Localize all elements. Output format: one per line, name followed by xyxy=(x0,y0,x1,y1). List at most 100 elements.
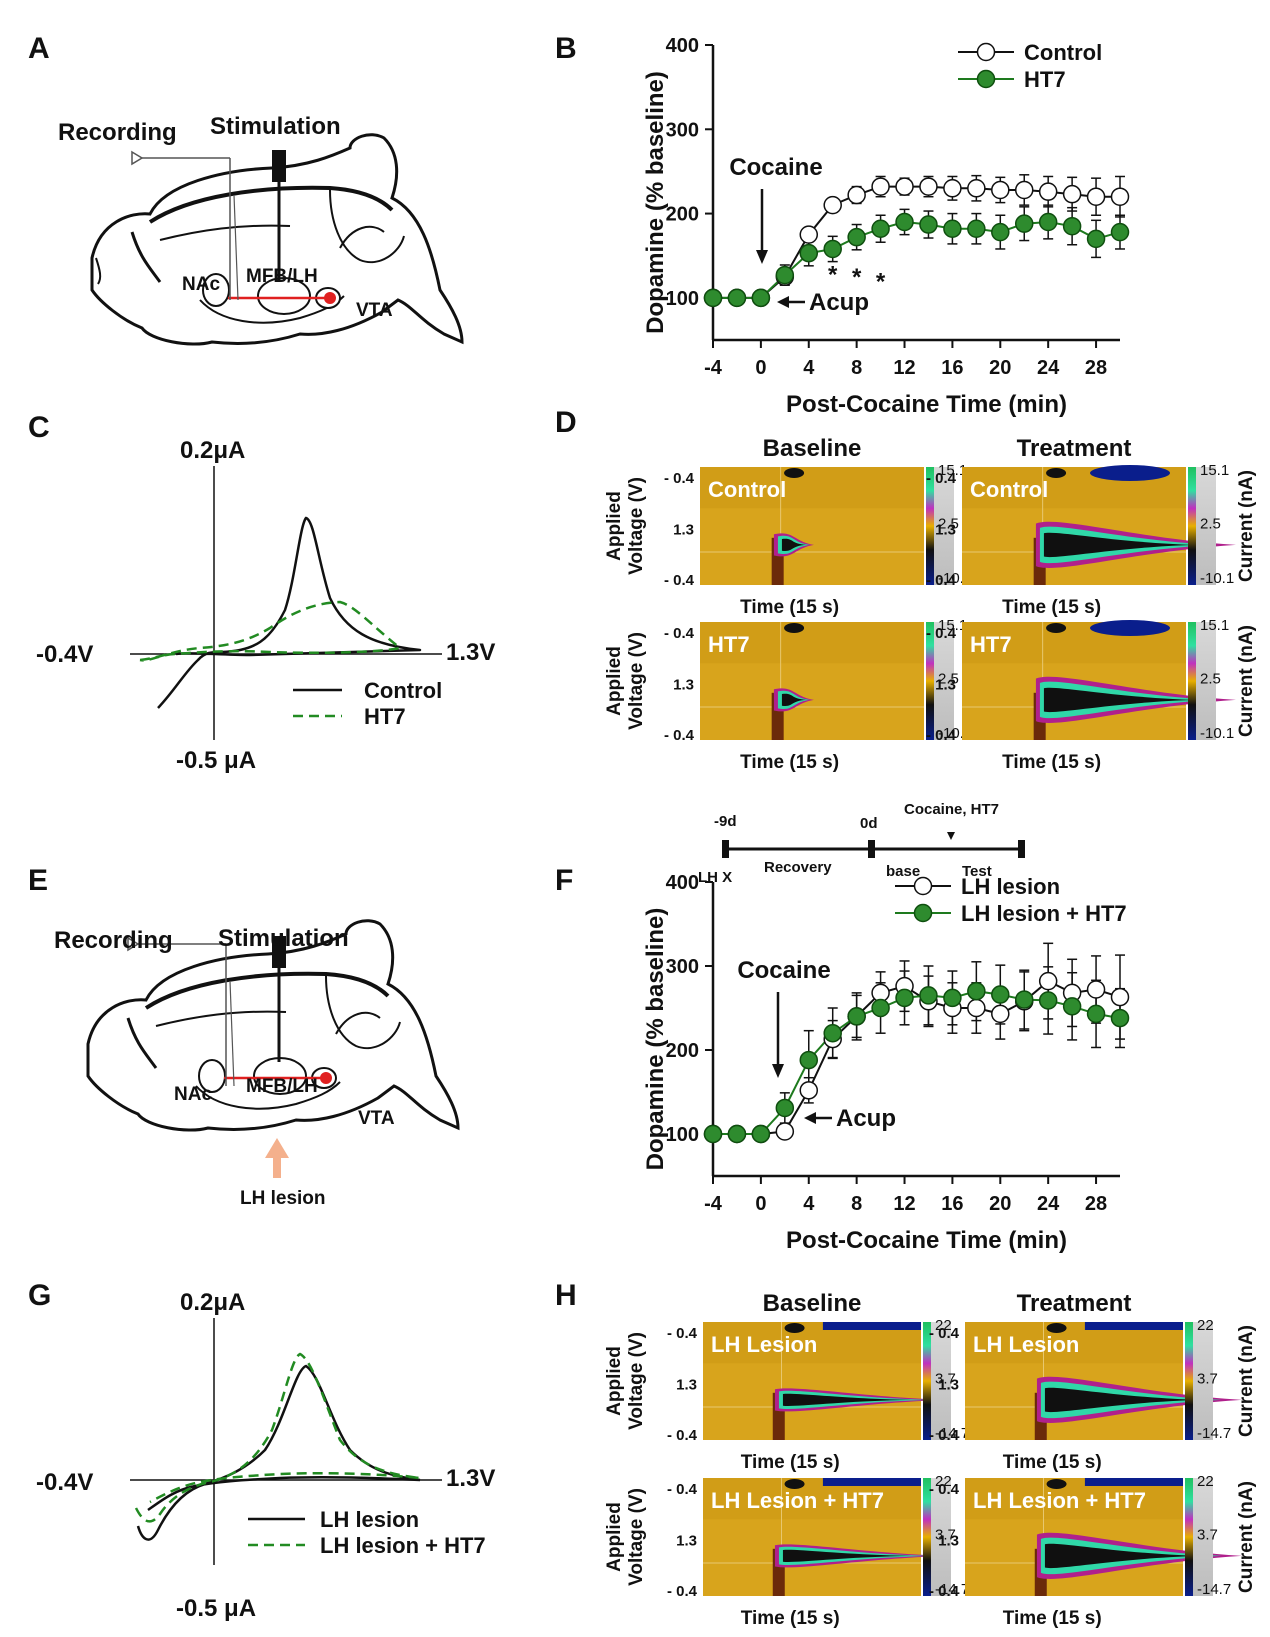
significance-star: * xyxy=(828,262,838,289)
heatmap-xlabel: Time (15 s) xyxy=(740,752,839,773)
heatmap-scale-label: -14.7 xyxy=(1197,1425,1231,1442)
heatmap-ytick: 1.3 xyxy=(935,521,956,538)
heatmap-scale-label: 22 xyxy=(1197,1473,1214,1490)
heatmap-ytick: - 0.4 xyxy=(926,470,957,487)
heatmap-colorbar xyxy=(926,622,934,740)
heatmap-xlabel: Time (15 s) xyxy=(741,1452,840,1473)
heatmap-scale-strip xyxy=(931,1322,951,1440)
data-point xyxy=(703,288,723,308)
data-point xyxy=(895,212,914,232)
heatmap-colorbar xyxy=(923,1478,931,1596)
heatmap-top-band xyxy=(1084,1322,1183,1330)
heatmap-scale-label: 22 xyxy=(1197,1317,1214,1334)
heatmap-ytick: - 0.4 xyxy=(929,1427,960,1444)
heatmap-scale-label: 15.1 xyxy=(938,617,967,634)
data-point xyxy=(1086,980,1106,999)
heatmap-ytick: 1.3 xyxy=(938,1376,959,1393)
heatmap-ytick: 1.3 xyxy=(673,676,694,693)
y-tick-label: 100 xyxy=(666,1124,699,1146)
data-point xyxy=(727,288,747,308)
heatmap-scale-label: 2.5 xyxy=(1200,515,1221,532)
heatmap-scale-strip xyxy=(931,1478,951,1596)
data-point xyxy=(967,219,986,238)
g-legend-lh-lesion-ht7: LH lesion + HT7 xyxy=(320,1533,486,1558)
heatmap-scale-label: -10.1 xyxy=(1200,725,1234,742)
y-tick-label: 200 xyxy=(666,204,699,226)
x-tick-label: 4 xyxy=(803,1193,815,1215)
panel-letter-f: F xyxy=(555,864,573,897)
data-point xyxy=(1014,990,1034,1009)
heatmap-ytick: 1.3 xyxy=(673,521,694,538)
heatmap-band xyxy=(700,622,924,664)
data-point xyxy=(1038,182,1058,201)
heatmap-dark-spot xyxy=(784,468,805,478)
g-bottom-label: -0.5 μA xyxy=(176,1595,256,1622)
heatmap-col-title: Baseline xyxy=(763,435,862,462)
panel-letter-a: A xyxy=(28,32,50,65)
heatmap-row-label: Control xyxy=(970,477,1048,502)
data-point xyxy=(943,988,962,1008)
voltammogram-g xyxy=(130,1318,442,1565)
heatmap-ytick: - 0.4 xyxy=(929,1481,960,1498)
heatmap-scale-label: 15.1 xyxy=(1200,462,1229,479)
chart-f: 100 200 300 400 -4 0 4 8 12 16 20 24 28 Post-Cocaine … xyxy=(642,872,1130,1254)
heatmap-dark-spot xyxy=(1046,623,1067,633)
voltammogram-c xyxy=(130,466,442,740)
heatmap-ylabel-2: Voltage (V) xyxy=(626,632,647,730)
data-point xyxy=(1038,971,1058,991)
heatmap-top-band xyxy=(822,1322,921,1330)
data-point xyxy=(991,180,1010,200)
heatmap-scale-label: -14.7 xyxy=(1197,1581,1231,1598)
heatmap-scale-label: 3.7 xyxy=(935,1370,956,1387)
heatmap-signal-core xyxy=(781,693,806,706)
heatmap-ytick: - 0.4 xyxy=(664,572,695,589)
data-point xyxy=(919,177,938,196)
g-right-label: 1.3V xyxy=(446,1465,495,1492)
data-point xyxy=(799,225,819,244)
heatmap-col-title: Baseline xyxy=(763,1290,862,1317)
series-line-lh-lesion-ht7 xyxy=(713,990,1121,1135)
data-point xyxy=(1110,222,1130,242)
series-line-control xyxy=(713,185,1120,299)
heatmap-signal-core xyxy=(782,1393,911,1406)
heatmap-ytick: - 0.4 xyxy=(667,1583,698,1600)
data-point xyxy=(895,177,914,196)
heatmap-dark-spot xyxy=(784,1479,805,1489)
heatmap-xlabel: Time (15 s) xyxy=(740,597,839,618)
significance-star: * xyxy=(876,268,886,295)
legend-label: HT7 xyxy=(1024,67,1066,92)
heatmap-scale-label: 3.7 xyxy=(935,1526,956,1543)
data-point xyxy=(967,179,986,198)
heatmap-ytick: 1.3 xyxy=(938,1532,959,1549)
heatmap-top-band xyxy=(1090,465,1170,481)
acup-arrow-icon xyxy=(804,1112,816,1124)
timeline-recovery: Recovery xyxy=(764,859,832,876)
heatmap-ytick: - 0.4 xyxy=(929,1325,960,1342)
experiment-timeline xyxy=(722,832,1025,858)
heatmap-ylabel-1: Applied xyxy=(604,1346,625,1416)
heatmap-dark-spot xyxy=(784,1323,805,1333)
c-right-label: 1.3V xyxy=(446,639,495,666)
heatmap-ylabel-2: Voltage (V) xyxy=(626,1488,647,1586)
label-vta-e: VTA xyxy=(358,1108,395,1129)
data-point xyxy=(1062,184,1082,204)
heatmap-xlabel: Time (15 s) xyxy=(1002,752,1101,773)
heatmap-scale-label: 2.5 xyxy=(938,670,959,687)
data-point xyxy=(799,243,819,263)
data-point xyxy=(895,988,914,1008)
heatmap-scale-label: 2.5 xyxy=(938,515,959,532)
c-legend-control: Control xyxy=(364,678,442,703)
data-point xyxy=(775,265,795,285)
data-point xyxy=(991,985,1010,1004)
legend-marker xyxy=(976,69,996,89)
heatmap-ytick: - 0.4 xyxy=(664,727,695,744)
brain-schematic-e xyxy=(86,919,460,1132)
timeline-t2: 0d xyxy=(860,815,878,832)
heatmap-scale-label: -14.7 xyxy=(935,1581,969,1598)
brain-schematic-a xyxy=(90,133,464,346)
trace-lh-lesion-ht7-g xyxy=(134,1352,421,1523)
lesion-arrow-icon xyxy=(265,1138,289,1178)
data-point xyxy=(967,981,986,1001)
x-tick-label: 12 xyxy=(893,1193,915,1215)
